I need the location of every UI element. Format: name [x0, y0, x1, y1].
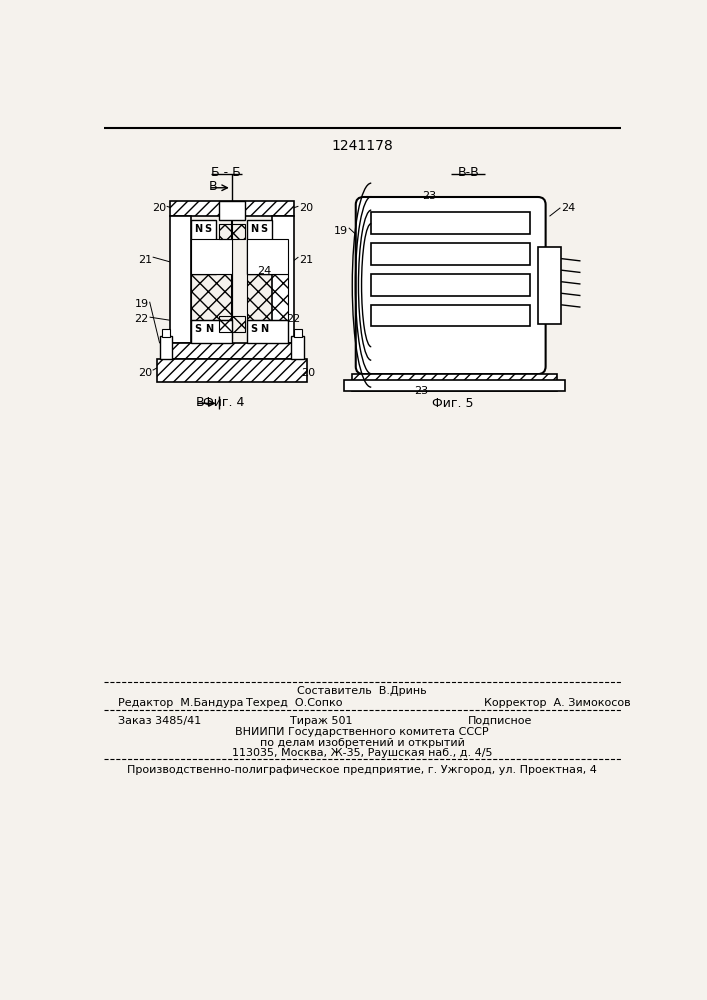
Bar — [371, 274, 530, 296]
Text: Редактор  М.Бандура: Редактор М.Бандура — [118, 698, 243, 708]
Bar — [371, 305, 530, 326]
Text: 19: 19 — [135, 299, 149, 309]
Bar — [218, 316, 245, 332]
Text: Корректор  А. Зимокосов: Корректор А. Зимокосов — [484, 698, 630, 708]
Bar — [192, 220, 216, 274]
Text: 22: 22 — [134, 314, 149, 324]
Bar — [160, 336, 172, 359]
Text: по делам изобретений и открытий: по делам изобретений и открытий — [259, 738, 464, 748]
Text: 20: 20 — [301, 368, 315, 378]
Text: 19: 19 — [334, 226, 348, 236]
Text: 20: 20 — [152, 203, 166, 213]
Text: 23: 23 — [421, 191, 436, 201]
Bar — [371, 243, 530, 265]
Bar — [344, 380, 565, 391]
Text: Составитель  В.Дринь: Составитель В.Дринь — [297, 686, 427, 696]
Text: N: N — [194, 224, 203, 234]
Text: 21: 21 — [138, 255, 152, 265]
Text: Подписное: Подписное — [468, 716, 532, 726]
Text: 20: 20 — [138, 368, 152, 378]
Text: N: N — [204, 324, 213, 334]
Text: 1241178: 1241178 — [331, 139, 393, 153]
Bar — [170, 343, 293, 359]
Bar — [293, 329, 301, 337]
Bar — [291, 336, 304, 359]
Bar — [352, 374, 557, 391]
Bar — [218, 224, 245, 239]
Bar — [170, 201, 293, 216]
Text: Б - Б: Б - Б — [211, 166, 241, 179]
Bar — [192, 239, 232, 274]
Text: Фиг. 4: Фиг. 4 — [204, 396, 245, 409]
Text: В-В: В-В — [457, 166, 479, 179]
Text: 22: 22 — [286, 314, 300, 324]
Text: S: S — [204, 224, 212, 234]
Bar — [192, 274, 232, 320]
Text: N: N — [260, 324, 269, 334]
Text: 21: 21 — [299, 255, 313, 265]
Text: 113035, Москва, Ж-35, Раушская наб., д. 4/5: 113035, Москва, Ж-35, Раушская наб., д. … — [232, 748, 492, 758]
Text: ВНИИПИ Государственного комитета СССР: ВНИИПИ Государственного комитета СССР — [235, 727, 489, 737]
Text: Тираж 501: Тираж 501 — [290, 716, 352, 726]
Text: 20: 20 — [299, 203, 313, 213]
Bar — [162, 329, 170, 337]
Text: Заказ 3485/41: Заказ 3485/41 — [118, 716, 201, 726]
Text: В: В — [209, 180, 217, 193]
Text: S: S — [194, 324, 201, 334]
Text: 24: 24 — [257, 266, 271, 276]
Bar — [218, 201, 245, 220]
Text: N: N — [250, 224, 259, 234]
Bar — [247, 274, 288, 320]
Bar — [371, 212, 530, 234]
Bar — [156, 359, 307, 382]
Text: 24: 24 — [561, 203, 575, 213]
Text: S: S — [250, 324, 257, 334]
FancyBboxPatch shape — [356, 197, 546, 374]
Bar — [247, 220, 272, 274]
Text: Производственно-полиграфическое предприятие, г. Ужгород, ул. Проектная, 4: Производственно-полиграфическое предприя… — [127, 765, 597, 775]
Text: 23: 23 — [414, 386, 428, 396]
Bar — [170, 216, 192, 343]
Bar — [272, 216, 293, 343]
Text: Фиг. 5: Фиг. 5 — [432, 397, 474, 410]
Bar — [247, 320, 288, 343]
Text: S: S — [260, 224, 267, 234]
Bar — [538, 247, 561, 324]
Text: В: В — [195, 396, 204, 409]
Text: Техред  О.Сопко: Техред О.Сопко — [245, 698, 342, 708]
Bar — [247, 239, 288, 274]
Bar — [192, 320, 232, 343]
